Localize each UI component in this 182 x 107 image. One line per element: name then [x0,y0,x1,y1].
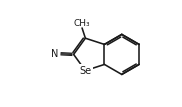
Text: N: N [51,49,59,59]
Text: CH₃: CH₃ [74,19,90,28]
Text: Se: Se [79,66,91,76]
